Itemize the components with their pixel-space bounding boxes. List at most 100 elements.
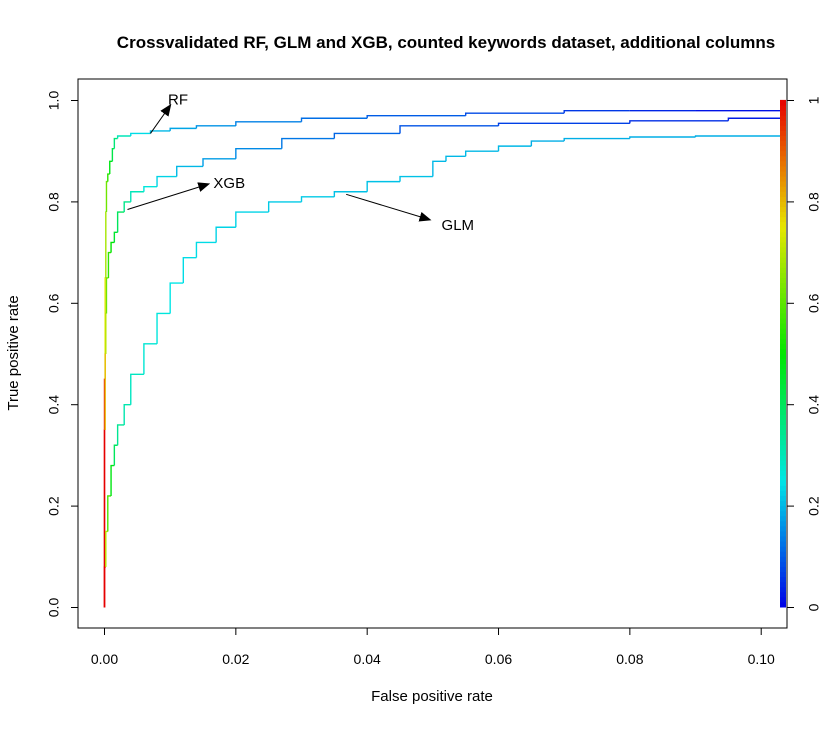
- series-segment: [113, 137, 118, 149]
- annotations: RF XGB GLM: [127, 91, 474, 234]
- series-segment: [464, 112, 565, 116]
- series-segment: [195, 125, 236, 129]
- annotation-arrow-glm: [346, 193, 432, 222]
- y-tick-label: 0.6: [46, 293, 62, 313]
- colorbar-swatch: [780, 302, 786, 309]
- colorbar-swatch: [780, 404, 786, 410]
- series-segment: [300, 117, 368, 122]
- y-tick-label: 1.0: [46, 91, 62, 111]
- x-tick-label: 0.00: [91, 651, 118, 667]
- colorbar-swatch: [780, 429, 786, 436]
- x-tick-label: 0.02: [222, 651, 249, 667]
- colorbar-swatch: [780, 485, 786, 491]
- series-segment: [105, 211, 107, 278]
- series-segment: [107, 251, 112, 278]
- series-segment: [432, 160, 446, 177]
- colorbar-swatch: [780, 581, 786, 588]
- colorbar-swatch: [780, 160, 786, 167]
- annotation-arrow-rf: [150, 103, 172, 134]
- series-segment: [563, 137, 630, 142]
- series-segment: [445, 155, 466, 162]
- x-tick-label: 0.06: [485, 651, 512, 667]
- colorbar-swatch: [780, 150, 786, 157]
- colorbar-swatch: [780, 576, 786, 583]
- colorbar-swatch: [780, 196, 786, 202]
- colorbar-swatch: [780, 231, 786, 238]
- series-segment: [109, 160, 113, 175]
- colorbar-swatch: [780, 363, 786, 370]
- series-segment: [366, 115, 466, 119]
- colorbar-swatch: [780, 262, 786, 268]
- colorbar-swatch: [780, 601, 786, 608]
- series-segment: [143, 343, 158, 375]
- colorbar-swatch: [780, 475, 786, 481]
- colorbar-swatch: [780, 307, 786, 314]
- colorbar-swatch: [780, 546, 786, 552]
- series-segment: [497, 122, 630, 126]
- colorbar-swatch: [780, 125, 786, 131]
- series-glm: [103, 135, 785, 608]
- colorbar-swatch: [780, 201, 786, 207]
- colorbar-tick-label: 1: [806, 96, 822, 104]
- colorbar-swatch: [780, 338, 786, 344]
- y-tick-label: 0.4: [46, 395, 62, 415]
- colorbar-swatch: [780, 540, 786, 547]
- series-segment: [156, 312, 171, 344]
- colorbar-swatch: [780, 470, 786, 476]
- colorbar-axis: 0 0.2 0.4 0.6 0.8 1: [786, 96, 822, 611]
- colorbar-swatch: [780, 383, 786, 390]
- series-segment: [366, 180, 401, 192]
- series-segment: [399, 125, 499, 134]
- annotation-label-glm: GLM: [442, 217, 475, 234]
- colorbar-swatch: [780, 393, 786, 400]
- series-segment: [143, 185, 158, 192]
- series-segment: [333, 191, 368, 197]
- series-segment: [629, 120, 729, 124]
- series-segment: [116, 135, 131, 139]
- colorbar-swatch: [780, 515, 786, 522]
- colorbar-swatch: [780, 510, 786, 517]
- series-segment: [104, 353, 106, 431]
- series-segment: [169, 282, 184, 314]
- colorbar-swatch: [780, 241, 786, 248]
- colorbar-swatch: [780, 358, 786, 365]
- series-segment: [215, 226, 236, 243]
- series-segment: [105, 530, 108, 567]
- series-segment: [235, 211, 269, 228]
- series-segment: [116, 424, 125, 446]
- series-segment: [235, 121, 302, 126]
- x-axis-label: False positive rate: [371, 688, 493, 705]
- chart-title: Crossvalidated RF, GLM and XGB, counted …: [117, 33, 775, 52]
- colorbar-swatch: [780, 312, 786, 319]
- colorbar-swatch: [780, 206, 786, 213]
- colorbar-swatch: [780, 236, 786, 243]
- series-segment: [105, 180, 108, 213]
- series-segment: [116, 211, 125, 233]
- colorbar-swatch: [780, 272, 786, 278]
- annotation-arrow-xgb: [127, 182, 211, 210]
- series-xgb: [103, 117, 785, 608]
- colorbar-swatch: [780, 535, 786, 542]
- colorbar-swatch: [780, 459, 786, 466]
- y-tick-label: 0.0: [46, 598, 62, 618]
- colorbar-swatch: [780, 571, 786, 578]
- series-segment: [169, 127, 197, 131]
- colorbar-swatch: [780, 115, 786, 121]
- colorbar-swatch: [780, 591, 786, 598]
- series-segment: [267, 201, 302, 213]
- series-segment: [176, 165, 204, 177]
- colorbar-swatch: [780, 343, 786, 349]
- colorbar-swatch: [780, 110, 786, 116]
- colorbar-swatch: [780, 490, 786, 496]
- colorbar-swatch: [780, 505, 786, 512]
- colorbar-swatch: [780, 216, 786, 223]
- series-segment: [333, 132, 401, 139]
- series-segment: [530, 140, 565, 147]
- colorbar-swatch: [780, 120, 786, 126]
- x-tick-label: 0.10: [748, 651, 775, 667]
- colorbar-swatch: [780, 226, 786, 233]
- colorbar-swatch: [780, 449, 786, 456]
- colorbar-tick-label: 0.8: [806, 192, 822, 212]
- colorbar-tick-label: 0.6: [806, 293, 822, 313]
